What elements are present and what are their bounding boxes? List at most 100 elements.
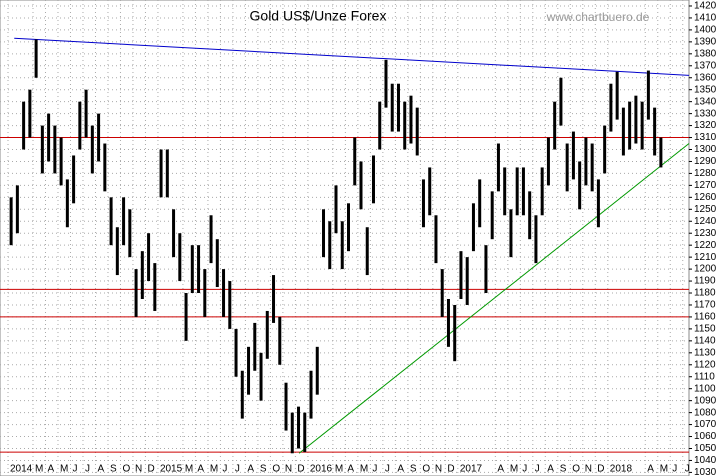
price-bar: [59, 137, 63, 186]
price-bar: [247, 346, 251, 395]
price-bar: [322, 209, 326, 258]
price-bar: [140, 251, 144, 299]
x-tick-label: J: [522, 464, 527, 475]
x-tick-label: A: [647, 464, 654, 475]
price-bar: [184, 293, 188, 341]
y-tick-label: 1140: [694, 335, 716, 346]
x-tick-label: D: [597, 464, 604, 475]
price-bar: [109, 197, 113, 246]
price-bar: [628, 101, 632, 150]
y-tick-label: 1080: [694, 407, 717, 418]
price-bar: [347, 203, 350, 252]
price-bar: [621, 107, 625, 156]
price-bar: [565, 143, 569, 192]
price-bar: [540, 167, 544, 216]
price-bar: [328, 221, 332, 270]
x-tick-label: S: [410, 464, 417, 475]
y-tick-label: 1390: [694, 36, 717, 47]
price-bar: [453, 304, 457, 362]
y-tick-label: 1150: [694, 324, 716, 335]
price-bar: [278, 316, 282, 365]
price-bar: [490, 191, 494, 240]
x-tick-label: M: [35, 464, 43, 475]
price-bar: [172, 209, 176, 258]
price-bar: [378, 101, 382, 150]
x-tick-label: 2014: [10, 464, 33, 475]
price-bar: [197, 245, 201, 294]
y-tick-label: 1110: [694, 371, 715, 382]
price-bar: [147, 233, 151, 282]
price-bar: [640, 101, 644, 150]
price-bar: [590, 143, 594, 192]
price-bar: [584, 137, 588, 186]
price-bar: [47, 113, 51, 162]
price-bar: [28, 89, 32, 138]
price-bar: [297, 406, 301, 449]
x-tick-label: M: [660, 464, 668, 475]
x-tick-label: O: [422, 464, 430, 475]
price-bar: [521, 167, 525, 216]
price-bar: [534, 215, 538, 264]
y-tick-label: 1200: [694, 264, 717, 275]
price-bar: [403, 101, 407, 150]
price-bar: [228, 281, 232, 329]
x-tick-label: A: [347, 464, 354, 475]
x-tick-label: M: [185, 464, 193, 475]
y-tick-label: 1040: [694, 455, 717, 466]
x-tick-label: J: [85, 464, 90, 475]
price-bar: [78, 101, 82, 150]
price-bar: [90, 125, 94, 174]
x-tick-label: S: [110, 464, 117, 475]
y-tick-label: 1270: [694, 180, 717, 191]
y-tick-label: 1320: [694, 120, 717, 131]
price-bar: [34, 39, 38, 78]
price-bar: [478, 179, 482, 228]
price-bar: [503, 167, 507, 216]
price-bar: [122, 197, 126, 246]
price-bar: [496, 143, 500, 192]
price-bar: [303, 412, 307, 453]
price-bar: [215, 239, 219, 288]
chart-title: Gold US$/Unze Forex: [250, 8, 387, 24]
price-bar: [159, 149, 163, 198]
x-tick-label: M: [360, 464, 368, 475]
price-bar: [371, 155, 375, 204]
x-tick-label: J: [685, 464, 690, 475]
y-tick-label: 1300: [694, 144, 717, 155]
price-bar: [84, 89, 88, 138]
y-tick-label: 1420: [694, 1, 717, 12]
price-bar: [615, 71, 619, 120]
price-bar: [421, 179, 425, 228]
price-bar: [559, 77, 563, 126]
price-bar: [440, 269, 444, 317]
x-tick-label: D: [447, 464, 454, 475]
price-bar: [240, 370, 244, 419]
x-tick-label: 2015: [160, 464, 183, 475]
price-bar: [446, 298, 450, 347]
x-tick-label: N: [285, 464, 292, 475]
price-bar: [265, 310, 269, 359]
price-bar: [65, 179, 69, 228]
y-tick-label: 1160: [694, 312, 716, 323]
source-label: www.chartbuero.de: [546, 10, 650, 24]
y-tick-label: 1370: [694, 60, 717, 71]
price-bar: [415, 107, 419, 156]
price-bar: [153, 263, 157, 311]
price-bar: [9, 197, 13, 246]
price-bar: [365, 227, 369, 276]
price-bar: [134, 269, 138, 317]
y-tick-label: 1380: [694, 48, 717, 59]
price-bar: [546, 137, 550, 186]
y-tick-label: 1130: [694, 347, 716, 358]
x-tick-label: A: [397, 464, 404, 475]
price-bar: [203, 269, 207, 317]
y-tick-label: 1220: [694, 240, 717, 251]
y-tick-label: 1030: [694, 467, 717, 476]
price-bar: [315, 346, 319, 395]
price-bar: [484, 245, 488, 294]
x-tick-label: A: [497, 464, 504, 475]
y-tick-label: 1190: [694, 276, 716, 287]
x-tick-label: M: [60, 464, 68, 475]
y-tick-label: 1250: [694, 204, 717, 215]
